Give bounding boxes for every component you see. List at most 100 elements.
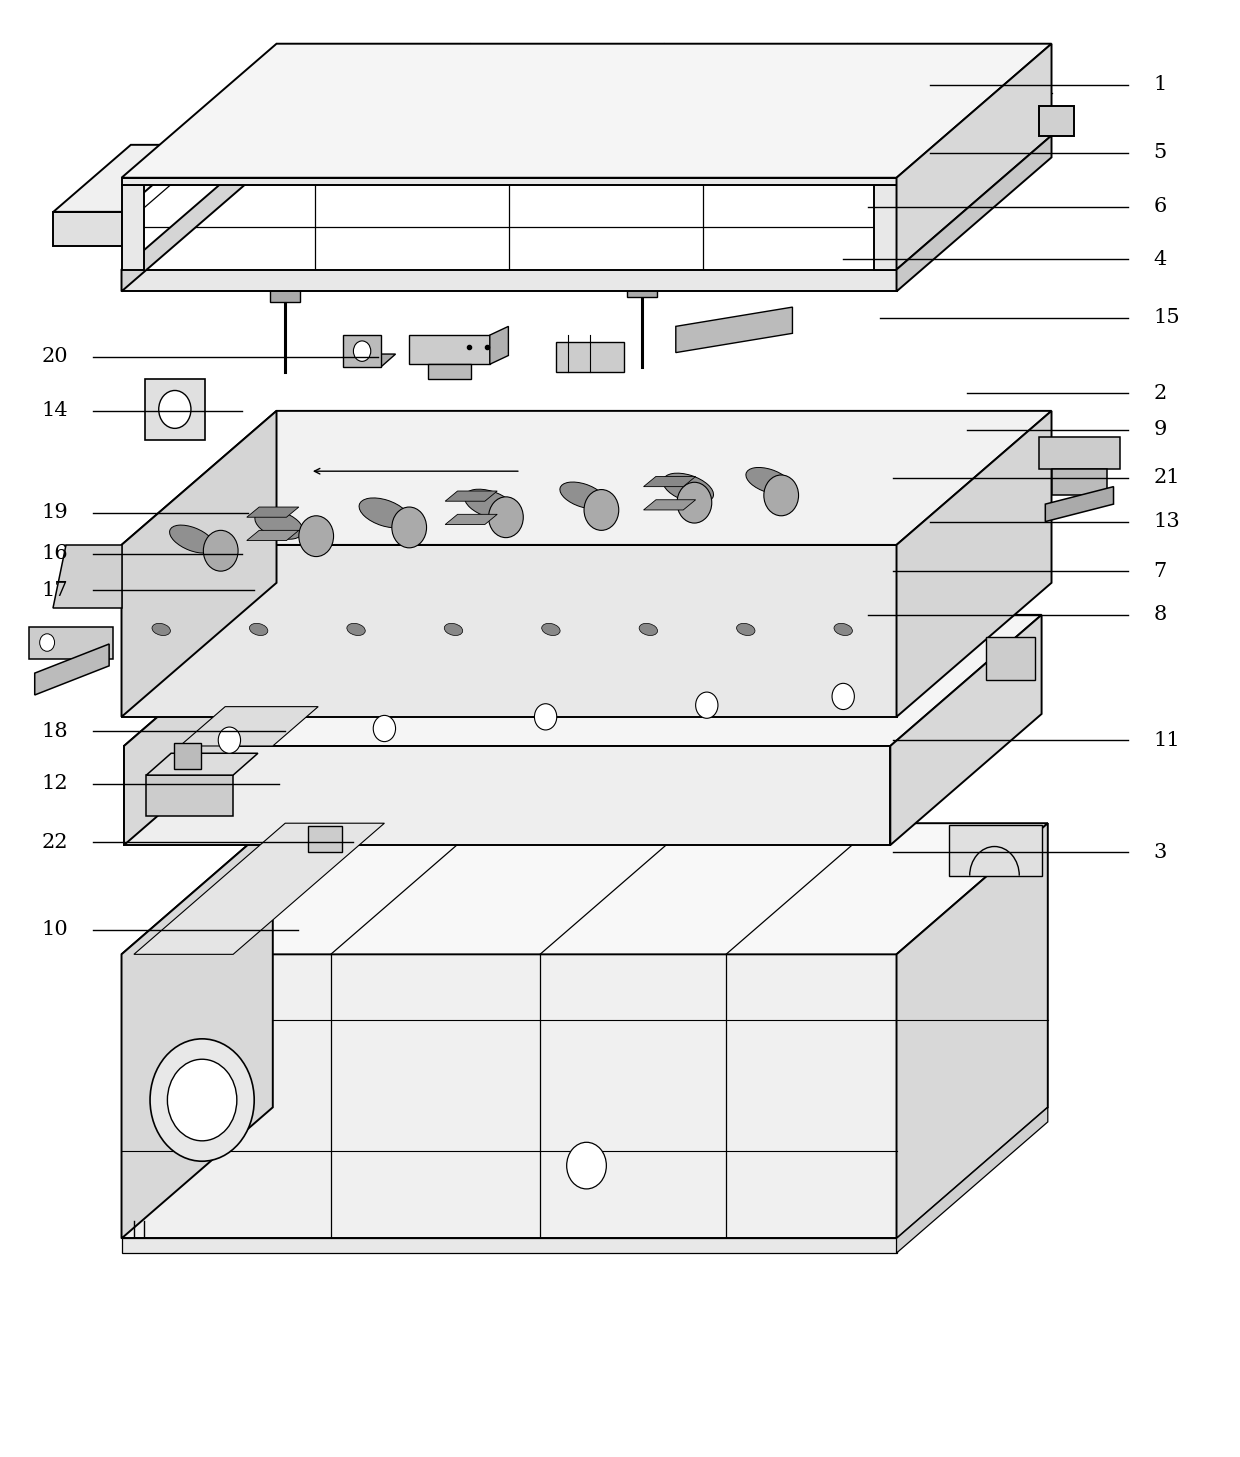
Polygon shape <box>146 753 258 775</box>
Polygon shape <box>122 178 897 185</box>
Polygon shape <box>124 615 275 845</box>
Circle shape <box>764 475 799 516</box>
Polygon shape <box>53 545 122 608</box>
Polygon shape <box>343 354 396 367</box>
Circle shape <box>40 634 55 651</box>
Text: 20: 20 <box>42 347 68 367</box>
Polygon shape <box>122 44 1052 178</box>
Polygon shape <box>270 287 300 302</box>
Text: 11: 11 <box>1153 730 1180 750</box>
Polygon shape <box>890 615 1042 845</box>
Polygon shape <box>35 644 109 695</box>
Ellipse shape <box>835 624 852 635</box>
Text: 4: 4 <box>1153 249 1167 270</box>
Polygon shape <box>122 270 897 291</box>
Polygon shape <box>247 530 299 541</box>
Circle shape <box>584 490 619 530</box>
Circle shape <box>567 1142 606 1189</box>
Polygon shape <box>949 825 1042 876</box>
Ellipse shape <box>746 468 791 494</box>
Polygon shape <box>122 185 144 270</box>
Text: 22: 22 <box>42 832 68 852</box>
Text: 1: 1 <box>1153 74 1167 95</box>
Polygon shape <box>428 364 471 379</box>
Polygon shape <box>897 1107 1048 1253</box>
Polygon shape <box>343 335 381 367</box>
Polygon shape <box>146 775 233 816</box>
Text: 8: 8 <box>1153 605 1167 625</box>
Polygon shape <box>1045 487 1114 522</box>
Ellipse shape <box>153 624 170 635</box>
Polygon shape <box>874 185 897 270</box>
Text: 13: 13 <box>1153 511 1180 532</box>
Ellipse shape <box>465 490 515 519</box>
Text: 10: 10 <box>41 919 68 940</box>
Circle shape <box>392 507 427 548</box>
Circle shape <box>159 390 191 428</box>
Ellipse shape <box>255 510 303 539</box>
Ellipse shape <box>249 624 268 635</box>
Polygon shape <box>180 707 319 746</box>
Polygon shape <box>1052 469 1107 495</box>
Polygon shape <box>247 507 299 517</box>
Polygon shape <box>1039 437 1120 469</box>
Polygon shape <box>122 954 897 1238</box>
Text: 18: 18 <box>42 721 68 742</box>
Polygon shape <box>676 307 792 353</box>
Ellipse shape <box>737 624 755 635</box>
Polygon shape <box>644 476 696 487</box>
Polygon shape <box>445 514 497 525</box>
Text: 12: 12 <box>42 774 68 794</box>
Polygon shape <box>627 280 657 297</box>
Circle shape <box>534 704 557 730</box>
Polygon shape <box>409 335 490 364</box>
Text: 15: 15 <box>1153 307 1179 328</box>
Polygon shape <box>986 637 1035 680</box>
Polygon shape <box>122 1238 897 1253</box>
Circle shape <box>696 692 718 718</box>
Polygon shape <box>174 743 201 769</box>
Polygon shape <box>490 326 508 364</box>
Circle shape <box>353 341 371 361</box>
Polygon shape <box>122 411 277 717</box>
Ellipse shape <box>170 525 215 554</box>
Polygon shape <box>897 411 1052 717</box>
Ellipse shape <box>560 482 605 508</box>
Text: 19: 19 <box>41 503 68 523</box>
Circle shape <box>203 530 238 571</box>
Ellipse shape <box>444 624 463 635</box>
Circle shape <box>299 516 334 557</box>
Ellipse shape <box>542 624 560 635</box>
Polygon shape <box>897 44 1052 270</box>
Polygon shape <box>644 500 696 510</box>
Ellipse shape <box>347 624 366 635</box>
Circle shape <box>218 727 241 753</box>
Circle shape <box>489 497 523 538</box>
Polygon shape <box>897 823 1048 1238</box>
Ellipse shape <box>663 474 713 503</box>
Polygon shape <box>124 615 1042 746</box>
Polygon shape <box>122 823 273 1238</box>
Text: 5: 5 <box>1153 143 1167 163</box>
Polygon shape <box>145 379 205 440</box>
Polygon shape <box>53 211 122 246</box>
Text: 7: 7 <box>1153 561 1167 581</box>
Circle shape <box>832 683 854 710</box>
Polygon shape <box>53 144 198 211</box>
Text: 14: 14 <box>42 401 68 421</box>
Polygon shape <box>122 411 1052 545</box>
Circle shape <box>677 482 712 523</box>
Text: 3: 3 <box>1153 842 1167 863</box>
Polygon shape <box>897 136 1052 291</box>
Polygon shape <box>122 136 277 291</box>
Polygon shape <box>124 746 890 845</box>
Circle shape <box>150 1039 254 1161</box>
Circle shape <box>373 715 396 742</box>
Text: 9: 9 <box>1153 420 1167 440</box>
Text: 17: 17 <box>42 580 68 600</box>
Circle shape <box>167 1059 237 1141</box>
Polygon shape <box>556 342 624 372</box>
Polygon shape <box>1039 106 1074 136</box>
Polygon shape <box>122 823 1048 954</box>
Polygon shape <box>29 627 113 659</box>
